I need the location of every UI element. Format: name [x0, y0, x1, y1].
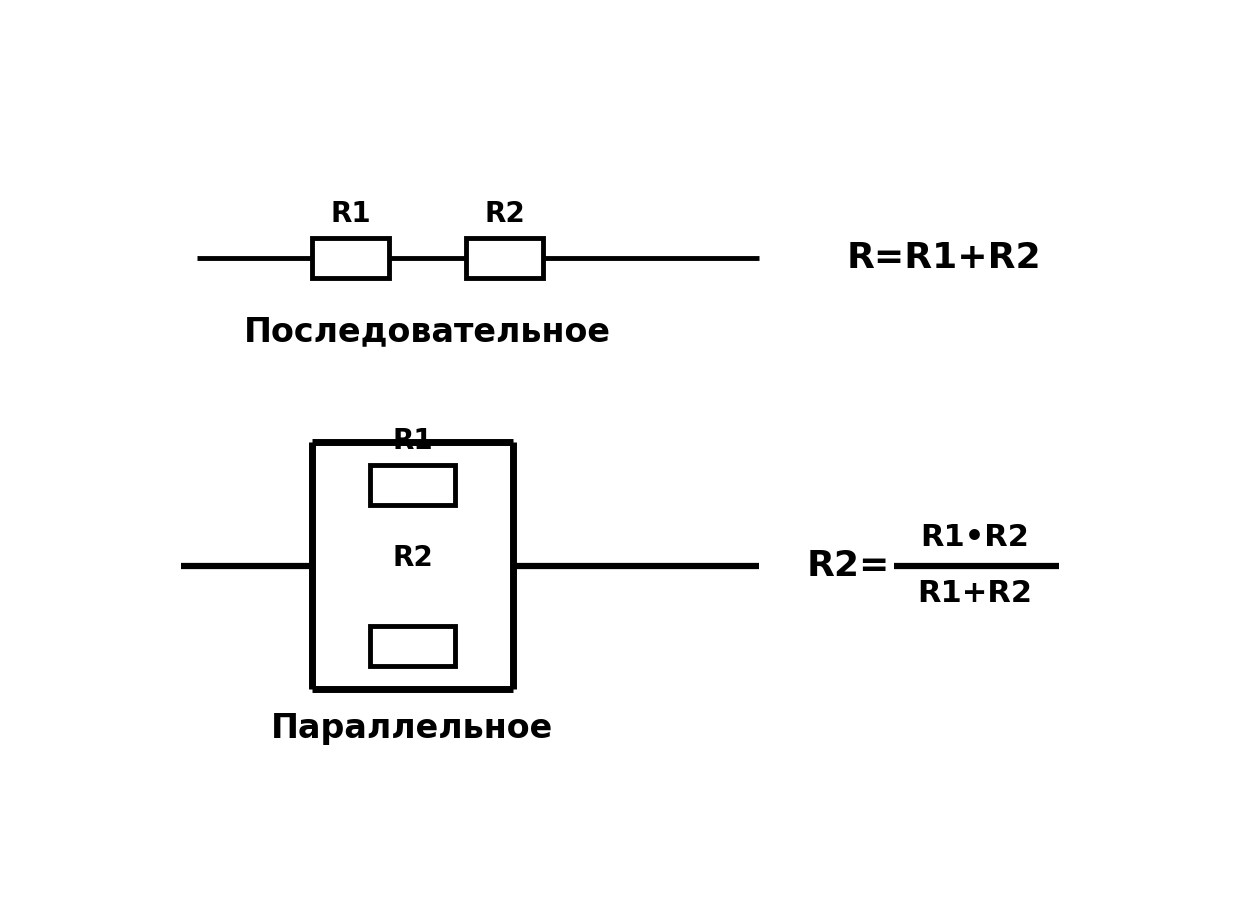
Text: R1•R2: R1•R2 — [920, 523, 1028, 553]
Bar — [312, 238, 389, 277]
Text: R1: R1 — [330, 201, 371, 228]
Text: R1: R1 — [392, 427, 432, 456]
Text: Параллельное: Параллельное — [271, 712, 554, 745]
Text: R2: R2 — [484, 201, 525, 228]
Bar — [466, 238, 543, 277]
Text: R2=: R2= — [806, 549, 889, 583]
Text: R1+R2: R1+R2 — [917, 578, 1032, 608]
Text: Последовательное: Последовательное — [245, 315, 611, 348]
Bar — [312, 442, 513, 689]
Text: R2: R2 — [392, 544, 432, 572]
Bar — [370, 465, 455, 505]
Bar — [370, 626, 455, 667]
Text: R=R1+R2: R=R1+R2 — [847, 240, 1041, 274]
